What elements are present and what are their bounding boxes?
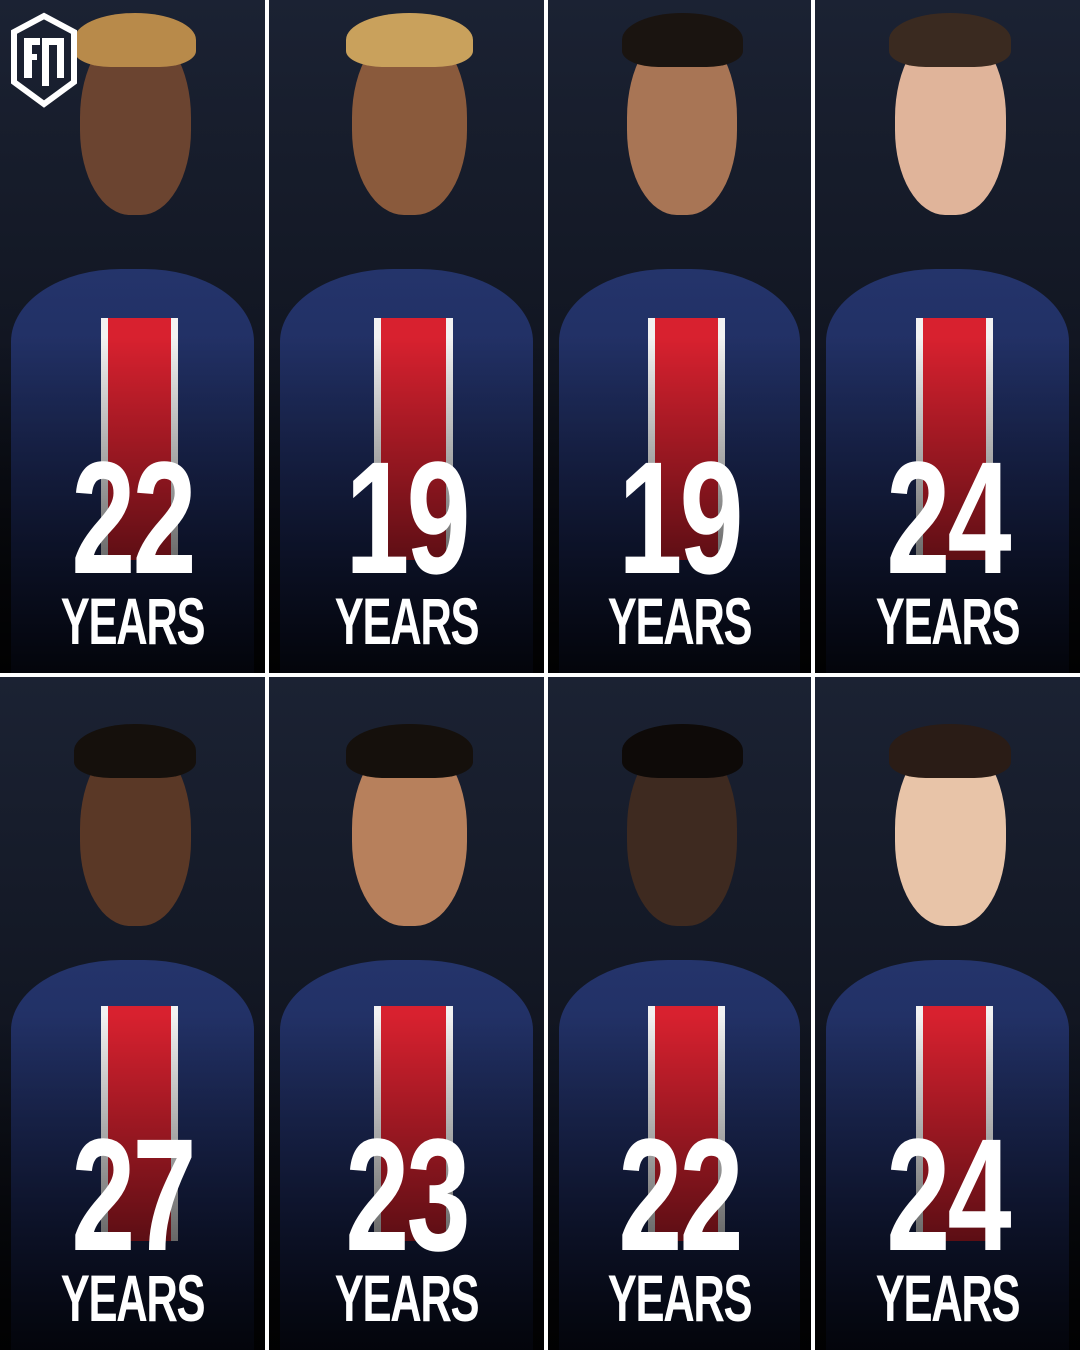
player-hair [74,724,197,778]
age-unit-label: YEARS [334,1261,480,1335]
photo-shade [0,336,265,673]
player-age: 19 [345,428,470,607]
player-card: 19 YEARS [548,0,811,673]
player-card: 27 YEARS [0,677,265,1350]
player-hair [621,13,743,68]
photo-shade [815,336,1080,673]
age-unit-label: YEARS [60,1261,206,1335]
fm-logo [11,12,77,108]
age-unit-label: YEARS [875,584,1021,658]
player-hair [74,13,197,68]
player-age: 24 [886,1105,1011,1284]
player-card: 19 YEARS [269,0,544,673]
player-age: 23 [345,1105,470,1284]
photo-shade [548,336,811,673]
photo-shade [0,1013,265,1350]
player-card: 22 YEARS [548,677,811,1350]
player-age: 24 [886,428,1011,607]
player-hair [889,724,1012,778]
player-age: 27 [71,1105,196,1284]
player-age: 22 [618,1105,743,1284]
age-unit-label: YEARS [60,584,206,658]
player-hair [889,13,1012,68]
player-hair [346,13,473,68]
player-card: 23 YEARS [269,677,544,1350]
photo-shade [269,336,544,673]
photo-shade [269,1013,544,1350]
player-card: 24 YEARS [815,0,1080,673]
age-unit-label: YEARS [875,1261,1021,1335]
player-hair [346,724,473,778]
age-unit-label: YEARS [607,1261,753,1335]
age-unit-label: YEARS [334,584,480,658]
photo-shade [815,1013,1080,1350]
player-card: 24 YEARS [815,677,1080,1350]
player-hair [621,724,743,778]
age-unit-label: YEARS [607,584,753,658]
player-age: 22 [71,428,196,607]
photo-shade [548,1013,811,1350]
player-age: 19 [618,428,743,607]
player-card: 22 YEARS [0,0,265,673]
